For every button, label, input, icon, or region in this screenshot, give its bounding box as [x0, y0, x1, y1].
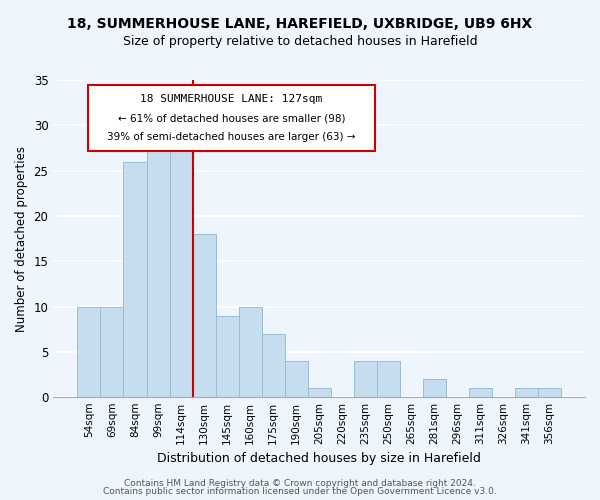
- Text: Contains HM Land Registry data © Crown copyright and database right 2024.: Contains HM Land Registry data © Crown c…: [124, 478, 476, 488]
- Text: Contains public sector information licensed under the Open Government Licence v3: Contains public sector information licen…: [103, 487, 497, 496]
- Bar: [170, 134, 193, 398]
- Y-axis label: Number of detached properties: Number of detached properties: [15, 146, 28, 332]
- X-axis label: Distribution of detached houses by size in Harefield: Distribution of detached houses by size …: [157, 452, 481, 465]
- Bar: [423, 379, 446, 398]
- Bar: [308, 388, 331, 398]
- Bar: [353, 361, 377, 398]
- Bar: [377, 361, 400, 398]
- Text: ← 61% of detached houses are smaller (98): ← 61% of detached houses are smaller (98…: [118, 114, 345, 124]
- Bar: [469, 388, 492, 398]
- Bar: [193, 234, 215, 398]
- Bar: [124, 162, 146, 398]
- Bar: [515, 388, 538, 398]
- Bar: [215, 316, 239, 398]
- Text: Size of property relative to detached houses in Harefield: Size of property relative to detached ho…: [122, 35, 478, 48]
- Bar: [100, 306, 124, 398]
- Bar: [284, 361, 308, 398]
- Text: 39% of semi-detached houses are larger (63) →: 39% of semi-detached houses are larger (…: [107, 132, 356, 142]
- Bar: [239, 306, 262, 398]
- Text: 18 SUMMERHOUSE LANE: 127sqm: 18 SUMMERHOUSE LANE: 127sqm: [140, 94, 323, 104]
- Text: 18, SUMMERHOUSE LANE, HAREFIELD, UXBRIDGE, UB9 6HX: 18, SUMMERHOUSE LANE, HAREFIELD, UXBRIDG…: [67, 18, 533, 32]
- Bar: [77, 306, 100, 398]
- Bar: [146, 134, 170, 398]
- Bar: [262, 334, 284, 398]
- FancyBboxPatch shape: [88, 85, 375, 152]
- Bar: [538, 388, 561, 398]
